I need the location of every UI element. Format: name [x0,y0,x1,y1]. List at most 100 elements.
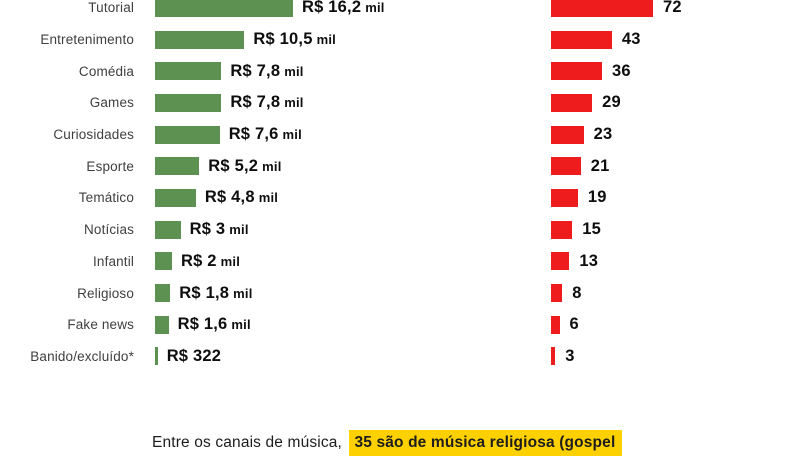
count-cell: 21 [551,157,610,176]
count-cell: 19 [551,188,607,207]
category-label: Games [89,95,134,111]
category-label: Tutorial [88,0,134,16]
revenue-unit: mil [231,317,251,333]
revenue-value: R$ 3 mil [189,220,249,239]
count-value: 3 [565,346,575,365]
count-cell: 15 [551,220,601,239]
revenue-cell: R$ 1,6 mil [155,315,551,334]
caption: Entre os canais de música, 35 são de mús… [152,430,623,456]
revenue-bar [155,315,169,334]
revenue-value: R$ 10,5 mil [253,30,336,49]
chart-row: Games R$ 7,8 mil 29 [0,87,800,119]
revenue-bar [155,125,220,144]
category-label: Notícias [84,222,134,238]
chart-row: Curiosidades R$ 7,6 mil 23 [0,119,800,151]
category-label: Temático [78,190,134,206]
revenue-unit: mil [316,32,336,48]
revenue-bar [155,0,293,17]
count-value: 43 [621,30,641,49]
category-label: Banido/excluído* [30,348,134,364]
revenue-cell: R$ 3 mil [155,220,551,239]
count-value: 21 [590,156,610,175]
revenue-bar [155,188,196,207]
revenue-value: R$ 2 mil [181,251,241,270]
count-cell: 72 [551,0,682,17]
dual-bar-chart: Tutorial R$ 16,2 mil 72 Entretenimento R$… [0,0,800,373]
revenue-unit: mil [220,253,241,269]
count-bar [551,252,570,271]
category-label: Curiosidades [53,127,134,143]
revenue-cell: R$ 5,2 mil [155,157,551,176]
count-value: 23 [593,125,613,144]
revenue-value: R$ 16,2 mil [302,0,385,17]
count-value: 36 [612,61,631,80]
count-cell: 23 [551,125,612,144]
count-value: 72 [663,0,682,17]
chart-row: Temático R$ 4,8 mil 19 [0,182,800,214]
count-cell: 29 [551,93,621,112]
count-cell: 6 [551,315,579,334]
count-bar [551,30,612,49]
count-value: 15 [582,220,602,239]
category-label: Comédia [78,63,134,79]
revenue-bar [155,252,172,271]
chart-row: Religioso R$ 1,8 mil 8 [0,277,800,309]
revenue-bar [155,347,158,366]
chart-row: Entretenimento R$ 10,5 mil 43 [0,24,800,56]
revenue-value: R$ 322 [166,346,222,365]
revenue-cell: R$ 2 mil [155,252,551,271]
count-value: 19 [587,188,607,207]
revenue-unit: mil [258,190,279,206]
count-bar [551,0,653,17]
revenue-value: R$ 7,8 mil [230,93,304,112]
revenue-bar [155,62,222,81]
revenue-unit: mil [229,222,249,238]
chart-row: Tutorial R$ 16,2 mil 72 [0,0,800,24]
revenue-bar [155,93,222,112]
revenue-cell: R$ 322 [155,347,551,366]
count-bar [551,347,556,366]
revenue-cell: R$ 1,8 mil [155,284,551,303]
category-label: Esporte [86,158,134,174]
revenue-cell: R$ 10,5 mil [155,30,551,49]
revenue-cell: R$ 7,6 mil [155,125,551,144]
count-cell: 43 [551,30,641,49]
count-bar [551,157,581,176]
count-cell: 13 [551,252,598,271]
count-cell: 36 [551,62,631,81]
caption-highlight: 35 são de música religiosa (gospel [349,430,623,456]
revenue-value: R$ 4,8 mil [204,188,279,207]
count-bar [551,315,560,334]
count-bar [551,220,573,239]
revenue-value: R$ 1,8 mil [179,283,253,302]
chart-row: Esporte R$ 5,2 mil 21 [0,150,800,182]
revenue-bar [155,157,200,176]
revenue-unit: mil [284,63,304,79]
chart-row: Fake news R$ 1,6 mil 6 [0,309,800,341]
count-cell: 3 [551,347,575,366]
revenue-cell: R$ 16,2 mil [155,0,551,17]
caption-prefix: Entre os canais de música, [152,434,347,451]
count-bar [551,62,602,81]
count-bar [551,125,584,144]
chart-row: Notícias R$ 3 mil 15 [0,214,800,246]
revenue-unit: mil [365,0,385,16]
revenue-bar [155,284,171,303]
revenue-unit: mil [233,285,253,301]
revenue-cell: R$ 7,8 mil [155,62,551,81]
count-value: 29 [602,93,621,112]
count-bar [551,188,578,207]
chart-row: Comédia R$ 7,8 mil 36 [0,55,800,87]
revenue-value: R$ 5,2 mil [208,156,282,175]
revenue-value: R$ 7,8 mil [230,61,304,80]
revenue-unit: mil [262,158,282,174]
revenue-cell: R$ 7,8 mil [155,93,551,112]
revenue-bar [155,220,181,239]
revenue-bar [155,30,245,49]
category-label: Religioso [77,285,134,301]
chart-row: Banido/excluído* R$ 322 3 [0,341,800,373]
revenue-cell: R$ 4,8 mil [155,188,551,207]
revenue-unit: mil [282,127,302,143]
count-bar [551,284,563,303]
count-value: 6 [569,315,579,334]
